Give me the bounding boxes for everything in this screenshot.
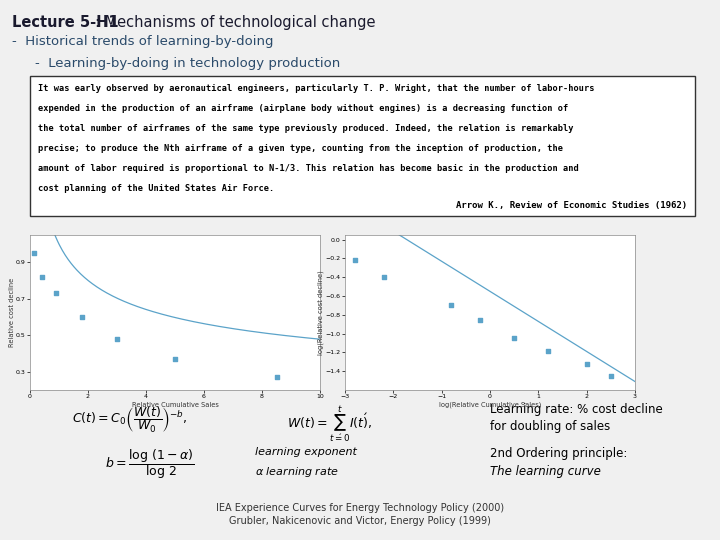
Text: It was early observed by aeronautical engineers, particularly T. P. Wright, that: It was early observed by aeronautical en… bbox=[38, 84, 595, 93]
Text: -  Historical trends of learning-by-doing: - Historical trends of learning-by-doing bbox=[12, 35, 274, 48]
Point bbox=[474, 315, 486, 324]
Text: the total number of airframes of the same type previously produced. Indeed, the : the total number of airframes of the sam… bbox=[38, 124, 574, 133]
Point bbox=[169, 355, 181, 363]
Y-axis label: Relative cost decline: Relative cost decline bbox=[9, 278, 14, 347]
Text: $\alpha$ learning rate: $\alpha$ learning rate bbox=[255, 465, 339, 479]
X-axis label: Relative Cumulative Sales: Relative Cumulative Sales bbox=[132, 402, 218, 408]
Text: IEA Experience Curves for Energy Technology Policy (2000): IEA Experience Curves for Energy Technol… bbox=[216, 503, 504, 513]
Text: Lecture 5-H1: Lecture 5-H1 bbox=[12, 15, 119, 30]
Point bbox=[76, 313, 88, 321]
Text: $C(t) = C_0\left(\dfrac{W(t)}{W_0}\right)^{-b}$,: $C(t) = C_0\left(\dfrac{W(t)}{W_0}\right… bbox=[72, 405, 188, 435]
Point bbox=[605, 372, 616, 380]
Point bbox=[349, 256, 361, 265]
Bar bbox=[30, 76, 695, 216]
Text: learning exponent: learning exponent bbox=[255, 447, 357, 457]
Point bbox=[271, 373, 282, 382]
X-axis label: log(Relative Cumulative Sales): log(Relative Cumulative Sales) bbox=[438, 402, 541, 408]
Text: -  Learning-by-doing in technology production: - Learning-by-doing in technology produc… bbox=[35, 57, 341, 70]
Y-axis label: log(Relative cost decline): log(Relative cost decline) bbox=[318, 270, 324, 355]
Text: cost planning of the United States Air Force.: cost planning of the United States Air F… bbox=[38, 184, 274, 193]
Point bbox=[36, 273, 48, 281]
Point bbox=[542, 346, 554, 355]
Point bbox=[581, 360, 593, 368]
Point bbox=[111, 335, 122, 343]
Text: Learning rate: % cost decline: Learning rate: % cost decline bbox=[490, 403, 662, 416]
Text: Grubler, Nakicenovic and Victor, Energy Policy (1999): Grubler, Nakicenovic and Victor, Energy … bbox=[229, 516, 491, 526]
Text: amount of labor required is proportional to N-1/3. This relation has become basi: amount of labor required is proportional… bbox=[38, 164, 579, 173]
Point bbox=[378, 273, 390, 281]
Point bbox=[446, 301, 457, 310]
Text: Arrow K., Review of Economic Studies (1962): Arrow K., Review of Economic Studies (19… bbox=[456, 201, 687, 210]
Text: for doubling of sales: for doubling of sales bbox=[490, 420, 611, 433]
Point bbox=[50, 289, 62, 298]
Point bbox=[508, 334, 520, 343]
Text: : Mechanisms of technological change: : Mechanisms of technological change bbox=[95, 15, 376, 30]
Text: $b = \dfrac{\log\,(1-\alpha)}{\log\,2}$: $b = \dfrac{\log\,(1-\alpha)}{\log\,2}$ bbox=[105, 447, 195, 481]
Text: precise; to produce the Nth airframe of a given type, counting from the inceptio: precise; to produce the Nth airframe of … bbox=[38, 144, 563, 153]
Text: $W(t) = \sum_{t\'=0}^{t} I(t\')$,: $W(t) = \sum_{t\'=0}^{t} I(t\')$, bbox=[287, 405, 372, 445]
Text: The learning curve: The learning curve bbox=[490, 465, 601, 478]
Point bbox=[29, 249, 40, 258]
Text: expended in the production of an airframe (airplane body without engines) is a d: expended in the production of an airfram… bbox=[38, 104, 568, 113]
Text: 2nd Ordering principle:: 2nd Ordering principle: bbox=[490, 447, 627, 460]
